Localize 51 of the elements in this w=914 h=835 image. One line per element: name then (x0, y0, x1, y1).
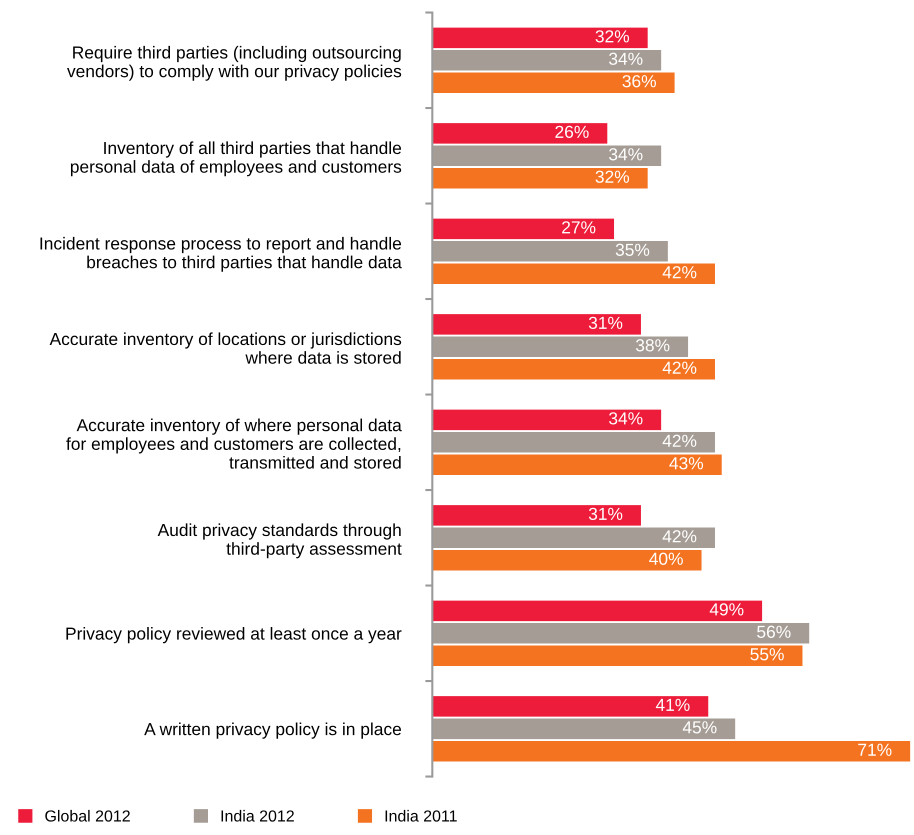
data-label: 36% (622, 75, 656, 88)
data-label: 71% (858, 744, 892, 756)
bar (432, 314, 641, 335)
data-label: 42% (662, 530, 696, 542)
y-tick-label: Privacy policy reviewed at least once a year (66, 627, 402, 644)
data-label: 55% (750, 648, 784, 660)
data-label: 38% (636, 339, 670, 352)
bar (432, 696, 708, 717)
legend-label: Global 2012 (45, 810, 130, 822)
bar (432, 645, 802, 666)
data-label: 42% (662, 266, 696, 278)
data-label: 27% (562, 221, 596, 234)
y-tick-label: Accurate inventory of where personal data for employees and customers are collected, transmitted and stored (66, 418, 402, 469)
bar (432, 454, 722, 475)
bar (432, 218, 614, 240)
bar (432, 600, 762, 622)
y-tick-label: A written privacy policy is in place (144, 722, 402, 739)
bar (432, 358, 715, 380)
y-tick-label: Require third parties (including outsourcing vendors) to comply with our privacy policies (67, 46, 402, 81)
y-tick-label: Accurate inventory of locations or jurisdictions where data is stored (50, 332, 402, 364)
data-label: 42% (662, 362, 696, 374)
bar (432, 550, 702, 570)
data-label: 32% (596, 170, 630, 183)
data-label: 42% (662, 434, 696, 447)
bar (432, 72, 675, 93)
legend-label: India 2011 (386, 810, 457, 822)
data-label: 49% (710, 603, 744, 616)
y-tick-label: Inventory of all third parties that handle personal data of employees and customers (70, 141, 402, 176)
data-label: 34% (609, 148, 642, 160)
y-tick-label: Incident response process to report and handle breaches to third parties that handle data (40, 236, 402, 272)
data-label: 26% (555, 126, 589, 138)
data-label: 34% (609, 412, 642, 425)
data-label: 41% (656, 698, 690, 711)
y-tick-label: Audit privacy standards through third-party assessment (158, 523, 402, 558)
data-label: 35% (616, 244, 650, 256)
data-label: 43% (669, 457, 704, 470)
bar (432, 123, 608, 144)
data-label: 45% (682, 721, 717, 734)
bar (432, 263, 715, 284)
bar (432, 410, 662, 430)
legend-label: India 2012 (222, 810, 294, 822)
bar (432, 740, 910, 762)
data-label: 32% (596, 30, 630, 42)
data-label: 34% (609, 52, 642, 65)
data-label: 31% (588, 316, 622, 330)
data-label: 40% (649, 552, 683, 565)
bar (432, 505, 641, 526)
data-label: 31% (588, 508, 622, 520)
bar (432, 28, 648, 48)
bar (432, 168, 648, 188)
data-label: 56% (757, 626, 791, 638)
